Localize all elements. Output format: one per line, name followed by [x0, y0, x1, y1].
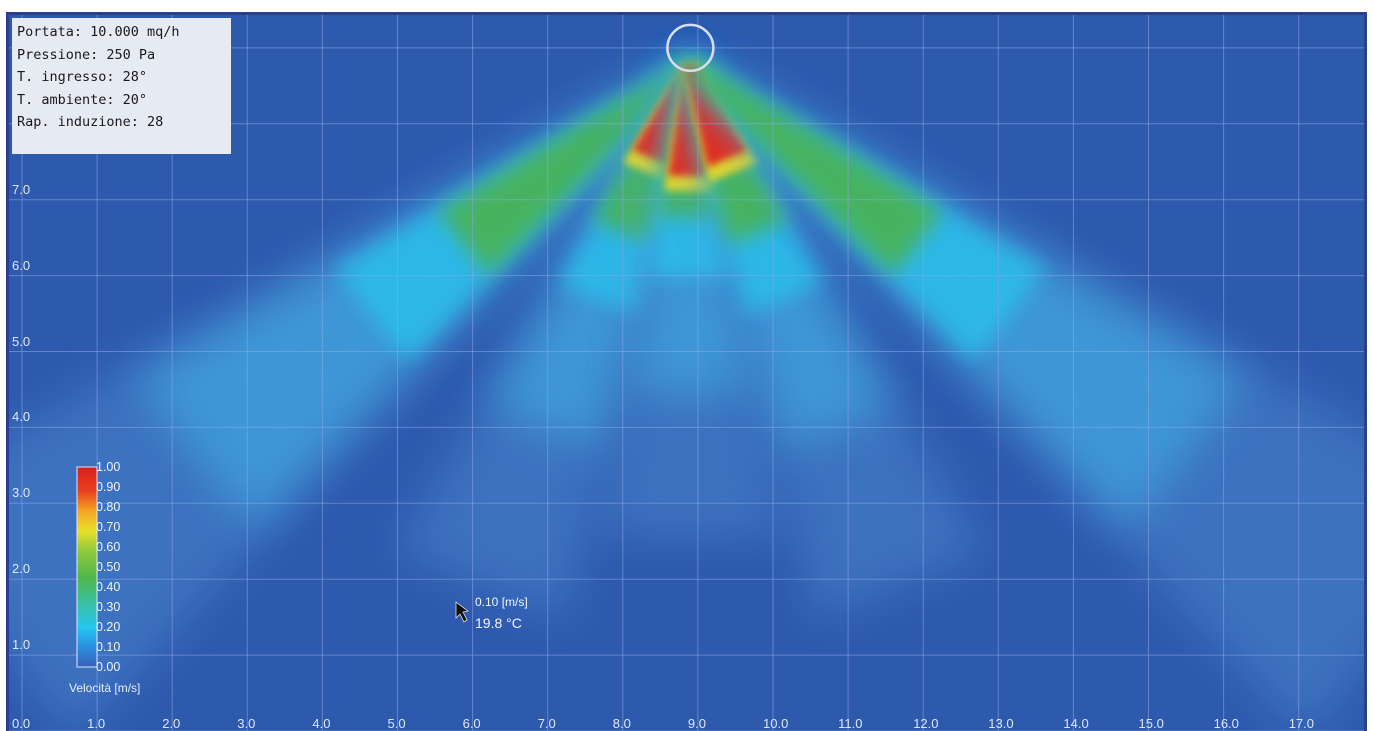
x-tick-label: 15.0	[1138, 716, 1164, 731]
x-tick-label: 8.0	[612, 716, 631, 731]
info-flow-rate: Portata: 10.000 mq/h	[17, 24, 180, 40]
colorbar-label: 0.50	[96, 560, 121, 574]
colorbar-label: 0.20	[96, 620, 121, 634]
x-tick-label: 11.0	[838, 716, 863, 731]
x-tick-label: 17.0	[1288, 716, 1314, 731]
jet-green	[438, 59, 696, 275]
x-tick-label: 0.0	[12, 716, 31, 731]
probe-velocity-readout: 0.10 [m/s]	[475, 595, 528, 609]
velocity-heatmap	[9, 15, 1364, 731]
y-tick-label: 5.0	[12, 333, 31, 349]
x-tick-label: 2.0	[162, 716, 181, 731]
info-inlet-temperature: T. ingresso: 28°	[17, 69, 148, 85]
colorbar	[76, 466, 98, 668]
colorbar-label: 0.00	[96, 660, 121, 674]
y-tick-label: 6.0	[12, 257, 31, 273]
x-tick-label: 6.0	[462, 716, 481, 731]
colorbar-title: Velocità [m/s]	[69, 681, 141, 695]
jet-flow-layer	[9, 58, 1364, 731]
y-tick-label: 3.0	[12, 485, 31, 501]
colorbar-label: 1.00	[96, 460, 121, 474]
x-tick-label: 12.0	[913, 716, 939, 731]
x-tick-label: 16.0	[1213, 716, 1239, 731]
x-tick-label: 4.0	[312, 716, 331, 731]
y-tick-label: 4.0	[12, 409, 31, 425]
x-tick-label: 13.0	[988, 716, 1014, 731]
x-tick-label: 10.0	[763, 716, 789, 731]
x-tick-label: 7.0	[537, 716, 556, 731]
y-tick-label: 7.0	[12, 181, 31, 197]
cursor-arrow-icon	[455, 601, 469, 623]
probe-temperature-readout: 19.8 °C	[475, 615, 522, 631]
x-tick-label: 1.0	[87, 716, 106, 731]
colorbar-label: 0.80	[96, 500, 121, 514]
x-tick-label: 5.0	[387, 716, 406, 731]
parameters-info-box: Portata: 10.000 mq/h Pressione: 250 Pa T…	[12, 18, 231, 154]
colorbar-label: 0.40	[96, 580, 121, 594]
info-ambient-temperature: T. ambiente: 20°	[17, 91, 148, 108]
colorbar-label: 0.70	[96, 520, 121, 534]
y-tick-label: 1.0	[12, 637, 31, 653]
diffuser-outlet-marker	[666, 23, 715, 73]
x-tick-label: 14.0	[1063, 716, 1089, 731]
y-tick-label: 2.0	[12, 561, 31, 577]
colorbar-label: 0.60	[96, 540, 121, 554]
colorbar-label: 0.10	[96, 640, 121, 654]
jet-green	[685, 59, 942, 275]
x-tick-label: 9.0	[687, 716, 706, 731]
colorbar-label: 0.90	[96, 480, 121, 494]
info-induction-ratio: Rap. induzione: 28	[17, 114, 164, 130]
x-tick-label: 3.0	[237, 716, 256, 731]
simulation-frame: 0.0 1.0 2.0 3.0 4.0 5.0 6.0 7.0 8.0 9.0 10.0 11.0 12…	[6, 12, 1367, 731]
colorbar-label: 0.30	[96, 600, 121, 614]
info-pressure: Pressione: 250 Pa	[17, 46, 156, 63]
